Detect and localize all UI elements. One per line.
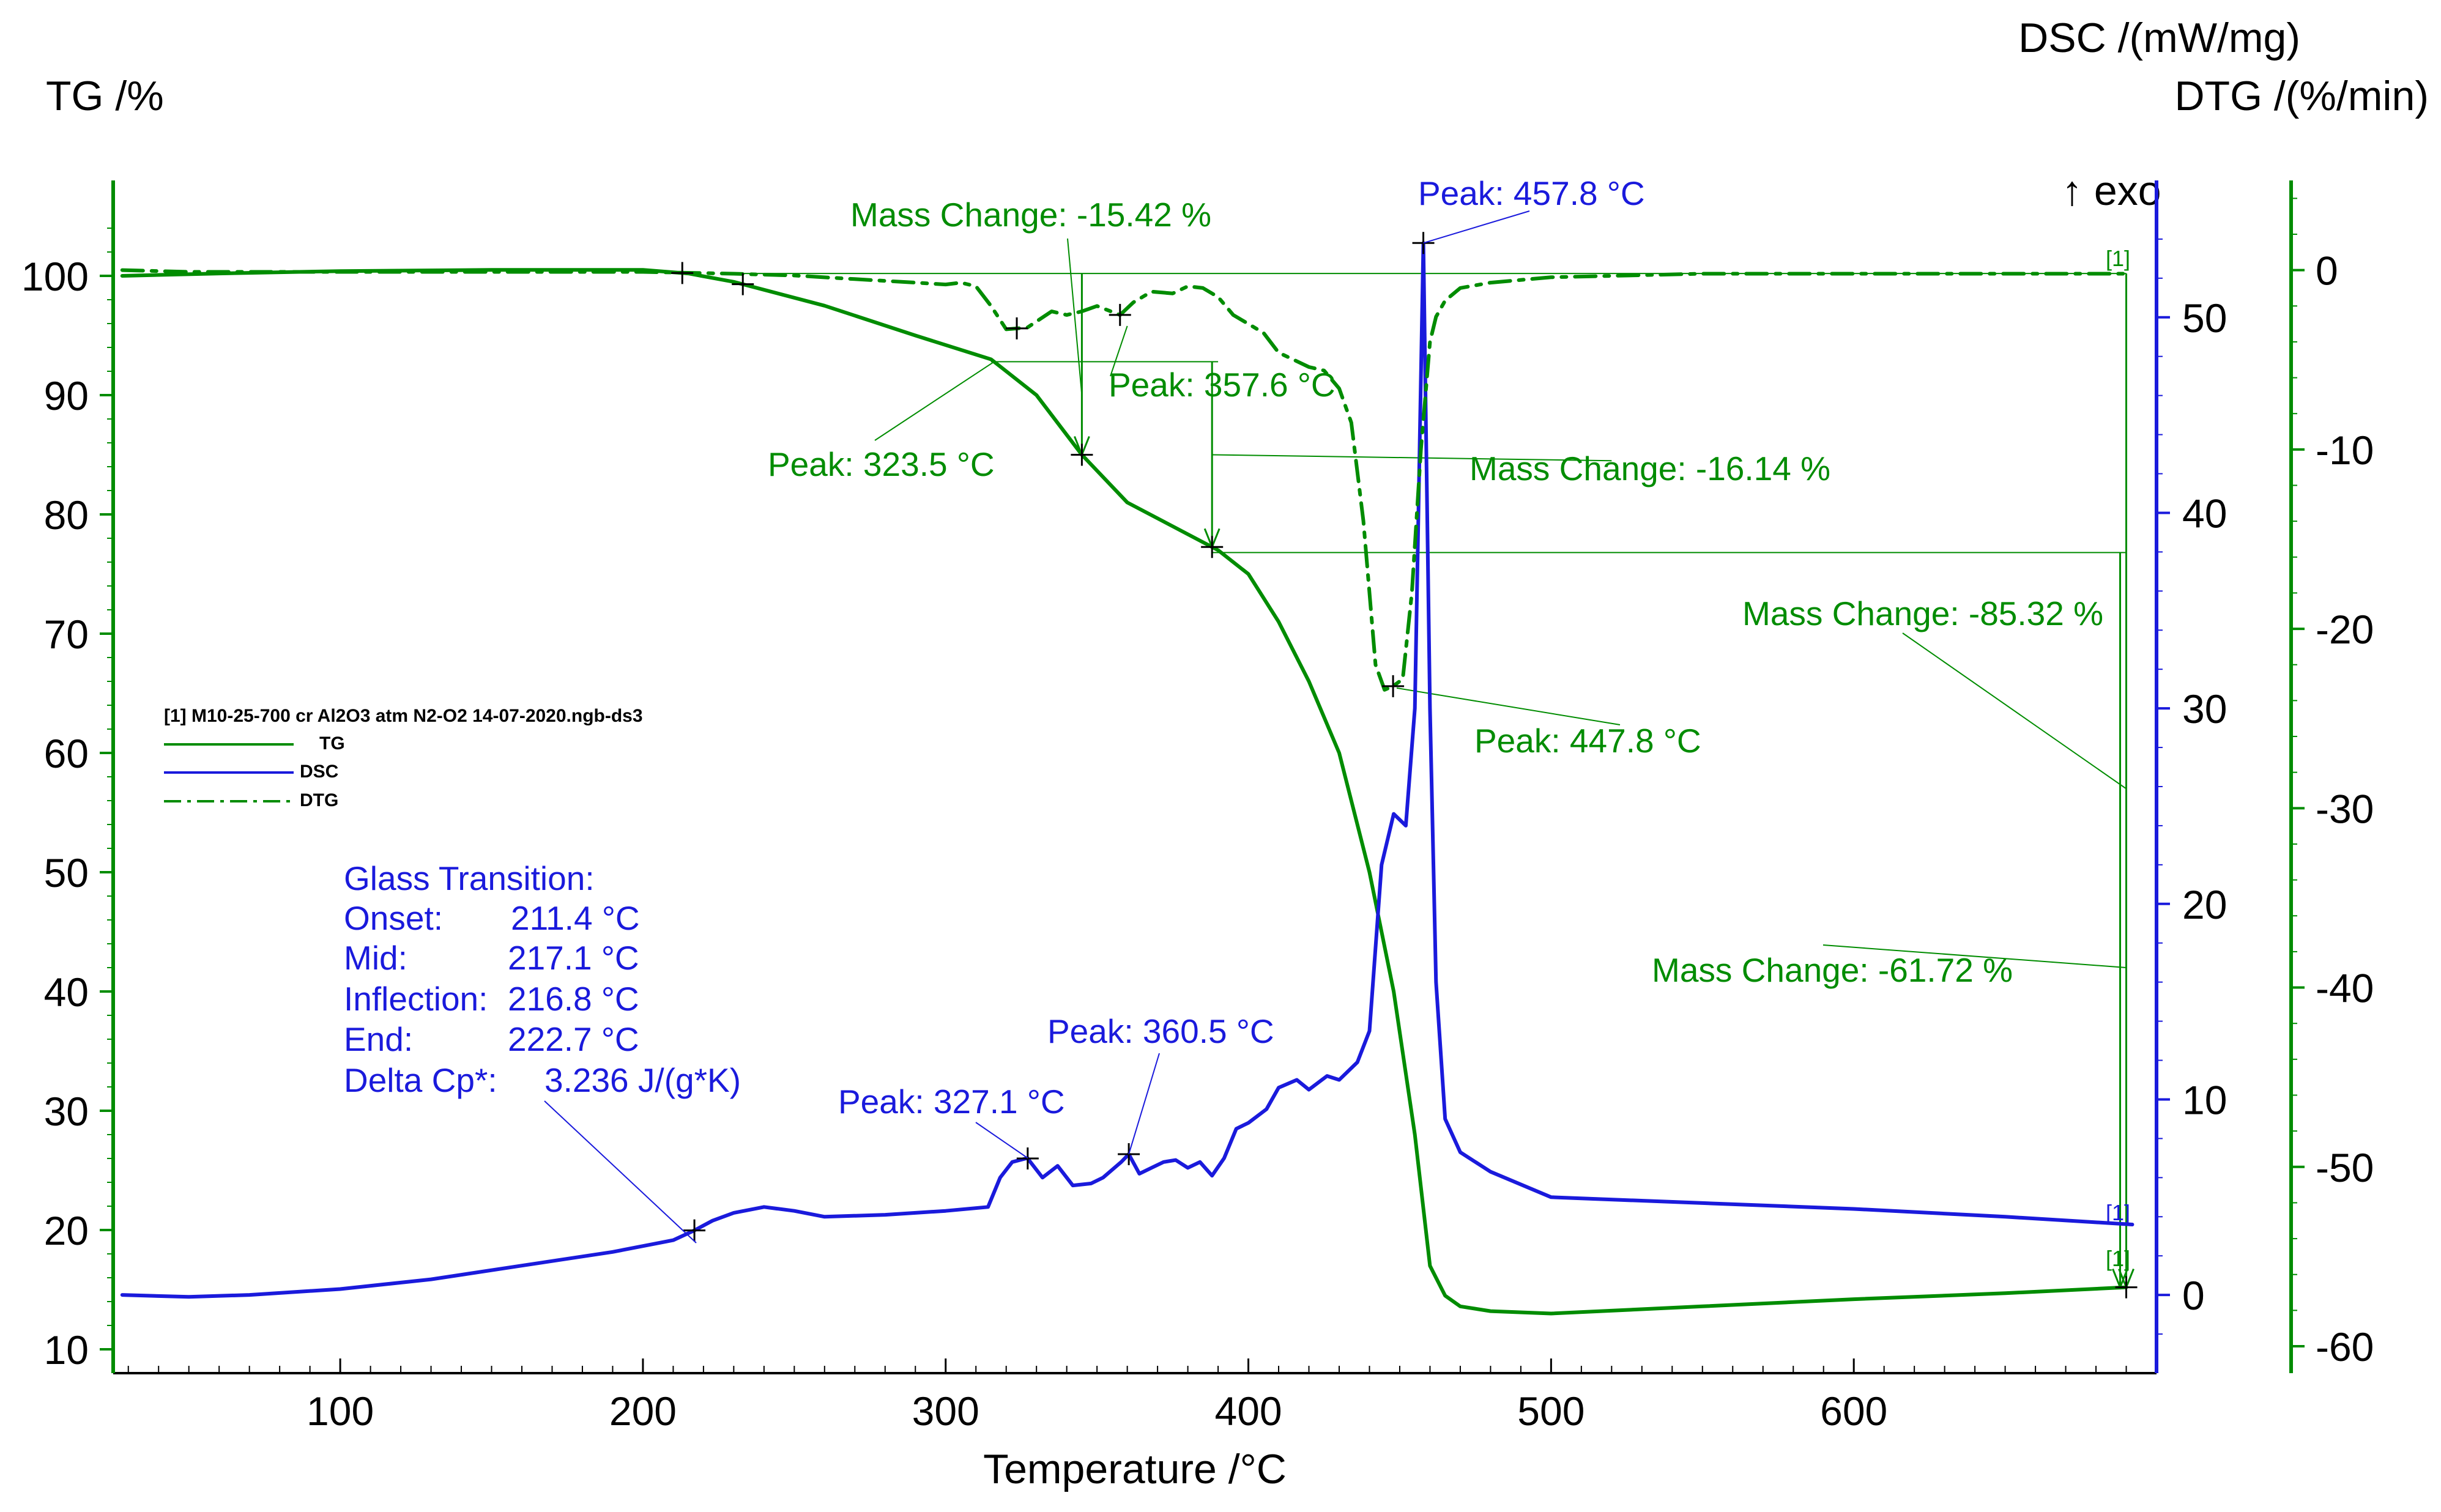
- tg-tick-label: 90: [44, 373, 89, 418]
- dsc-peak-label-327: Peak: 327.1 °C: [838, 1083, 1065, 1121]
- glass-transition-marker: [683, 1219, 706, 1242]
- tg-tick-label: 100: [21, 254, 89, 299]
- dtg-tick-label: -20: [2316, 607, 2374, 652]
- legend: [1] M10-25-700 cr Al2O3 atm N2-O2 14-07-…: [164, 706, 643, 810]
- tg-step-marker: [732, 273, 754, 295]
- tg-step-marker: [1201, 536, 1224, 558]
- tg-step-marker: [2115, 1276, 2138, 1299]
- dtg-tick-label: -10: [2316, 428, 2374, 473]
- x-tick-label: 200: [609, 1388, 677, 1434]
- gt-onset-value: 211.4 °C: [511, 899, 640, 937]
- peak-marker: [1006, 317, 1028, 339]
- x-tick-label: 500: [1517, 1388, 1585, 1434]
- dsc-axis-title: DSC /(mW/mg): [2018, 15, 2300, 61]
- leader-mass-change-3: [1822, 944, 2127, 968]
- gt-delta-cp-label: Delta Cp*:: [344, 1061, 497, 1099]
- dtg-peak-label-323: Peak: 323.5 °C: [768, 445, 995, 483]
- dsc-tick-label: 20: [2182, 882, 2227, 927]
- glass-transition-info: Glass Transition: Onset: 211.4 °C Mid: 2…: [344, 859, 741, 1243]
- gt-mid-label: Mid:: [344, 939, 407, 977]
- dsc-peak-label-360: Peak: 360.5 °C: [1047, 1012, 1274, 1050]
- legend-label-dsc: DSC: [300, 762, 338, 782]
- leader-dtg-peak-357: [1110, 325, 1128, 377]
- dtg-tick-label: 0: [2316, 248, 2338, 294]
- legend-label-dtg: DTG: [300, 790, 338, 810]
- curve-marker-tg: [1]: [2106, 1246, 2130, 1271]
- dtg-peak-label-357: Peak: 357.6 °C: [1109, 366, 1336, 404]
- dtg-tick-label: -40: [2316, 966, 2374, 1011]
- mass-change-label-3: Mass Change: -61.72 %: [1652, 951, 2013, 989]
- dtg-axis-title: DTG /(%/min): [2174, 73, 2429, 119]
- leader-dsc-peak-327: [975, 1122, 1028, 1159]
- dtg-tick-label: -30: [2316, 786, 2374, 831]
- gt-end-label: End:: [344, 1020, 413, 1058]
- series-line-dtg: [120, 268, 2128, 692]
- dsc-tick-label: 0: [2182, 1273, 2205, 1318]
- tg-step-marker: [671, 262, 694, 284]
- gt-inflection-label: Inflection:: [344, 980, 488, 1018]
- tg-tick-label: 10: [44, 1327, 89, 1373]
- leader-dsc-peak-360: [1128, 1053, 1160, 1155]
- peak-marker: [1118, 1143, 1140, 1165]
- tg-tick-label: 40: [44, 969, 89, 1015]
- glass-transition-title: Glass Transition:: [344, 859, 595, 897]
- x-tick-label: 400: [1214, 1388, 1282, 1434]
- axes: 100 200 300 400 500 6001020304050607080901000…: [21, 180, 2374, 1434]
- dsc-peak-label-457: Peak: 457.8 °C: [1418, 174, 1645, 212]
- tg-tick-label: 20: [44, 1208, 89, 1253]
- curves: [120, 210, 2138, 1316]
- peak-marker: [1016, 1147, 1039, 1169]
- dtg-tick-label: -50: [2316, 1145, 2374, 1190]
- tg-tick-label: 60: [44, 731, 89, 776]
- tg-tick-label: 70: [44, 612, 89, 657]
- dtg-peak-label-447: Peak: 447.8 °C: [1474, 722, 1701, 760]
- gt-mid-value: 217.1 °C: [508, 939, 639, 977]
- tg-tick-label: 50: [44, 850, 89, 895]
- gt-delta-cp-value: 3.236 J/(g*K): [544, 1061, 741, 1099]
- guide-lines: [740, 238, 2134, 1290]
- blue-annotations: Peak: 457.8 °C Peak: 327.1 °C Peak: 360.…: [838, 174, 1645, 1121]
- leader-dtg-peak-447: [1396, 687, 1621, 725]
- x-tick-label: 600: [1820, 1388, 1887, 1434]
- x-axis-title: Temperature /°C: [983, 1446, 1287, 1492]
- tg-axis-title: TG /%: [46, 73, 164, 119]
- dsc-tick-label: 10: [2182, 1077, 2227, 1122]
- gt-inflection-value: 216.8 °C: [508, 980, 639, 1018]
- mass-change-label-total: Mass Change: -85.32 %: [1742, 595, 2103, 632]
- x-tick-label: 100: [307, 1388, 374, 1434]
- dsc-tick-label: 40: [2182, 491, 2227, 536]
- curve-marker-dtg: [1]: [2106, 246, 2130, 271]
- leader-dtg-peak-323: [874, 361, 995, 441]
- gt-end-value: 222.7 °C: [508, 1020, 639, 1058]
- mass-change-ref-mid: [1212, 454, 1612, 462]
- x-tick-label: 300: [912, 1388, 979, 1434]
- legend-file-label: [1] M10-25-700 cr Al2O3 atm N2-O2 14-07-…: [164, 706, 643, 726]
- exo-indicator: ↑ exo: [2062, 168, 2161, 214]
- dsc-tick-label: 30: [2182, 686, 2227, 732]
- gt-onset-label: Onset:: [344, 899, 443, 937]
- leader-mass-change-1: [1067, 238, 1083, 396]
- dtg-tick-label: -60: [2316, 1324, 2374, 1369]
- peak-marker: [1382, 675, 1405, 697]
- tg-step-marker: [1071, 443, 1093, 466]
- peak-marker: [1109, 303, 1131, 326]
- mass-change-label-2: Mass Change: -16.14 %: [1469, 450, 1830, 487]
- mass-change-label-1: Mass Change: -15.42 %: [850, 196, 1211, 234]
- green-annotations: Mass Change: -15.42 % Peak: 357.6 °C Pea…: [768, 196, 2103, 989]
- dsc-tick-label: 50: [2182, 295, 2227, 341]
- legend-label-tg: TG: [319, 733, 345, 754]
- curve-marker-dsc: [1]: [2106, 1200, 2130, 1225]
- gt-leader-line: [544, 1100, 697, 1243]
- series-line-dsc: [120, 241, 2134, 1299]
- leader-dsc-peak-457: [1423, 210, 1530, 244]
- tg-tick-label: 80: [44, 492, 89, 538]
- leader-mass-change-total: [1902, 632, 2127, 790]
- tg-tick-label: 30: [44, 1089, 89, 1134]
